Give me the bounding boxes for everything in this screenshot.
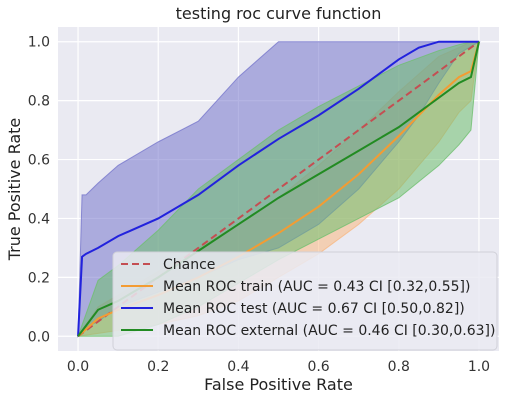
x-tick-label: 0.8	[388, 359, 410, 375]
y-tick-label: 0.6	[28, 153, 50, 169]
x-tick-label: 1.0	[468, 359, 490, 375]
y-axis-label: True Positive Rate	[5, 118, 24, 262]
legend-entry: Mean ROC train (AUC = 0.43 CI [0.32,0.55…	[163, 279, 470, 295]
roc-line	[77, 40, 479, 337]
x-tick-label: 0.0	[67, 359, 89, 375]
x-tick-labels: 0.0 0.2 0.4 0.6 0.8 1.0	[67, 359, 490, 375]
legend-entry: Chance	[163, 257, 215, 273]
y-tick-label: 0.0	[28, 329, 50, 345]
y-tick-label: 0.2	[28, 270, 50, 286]
y-tick-label: 0.8	[28, 94, 50, 110]
y-tick-labels: 0.0 0.2 0.4 0.6 0.8 1.0	[28, 35, 50, 346]
x-tick-label: 0.4	[227, 359, 249, 375]
x-axis-label: False Positive Rate	[204, 375, 353, 394]
legend-entry: Mean ROC test (AUC = 0.67 CI [0.50,0.82]…	[163, 301, 465, 317]
y-tick-label: 1.0	[28, 35, 50, 51]
legend: Chance Mean ROC train (AUC = 0.43 CI [0.3…	[112, 251, 498, 351]
x-tick-label: 0.6	[307, 359, 329, 375]
y-tick-label: 0.4	[28, 211, 50, 227]
chart-title: testing roc curve function	[176, 4, 382, 23]
legend-box	[112, 251, 498, 351]
x-tick-label: 0.2	[147, 359, 169, 375]
legend-entry: Mean ROC external (AUC = 0.46 CI [0.30,0…	[163, 323, 495, 339]
